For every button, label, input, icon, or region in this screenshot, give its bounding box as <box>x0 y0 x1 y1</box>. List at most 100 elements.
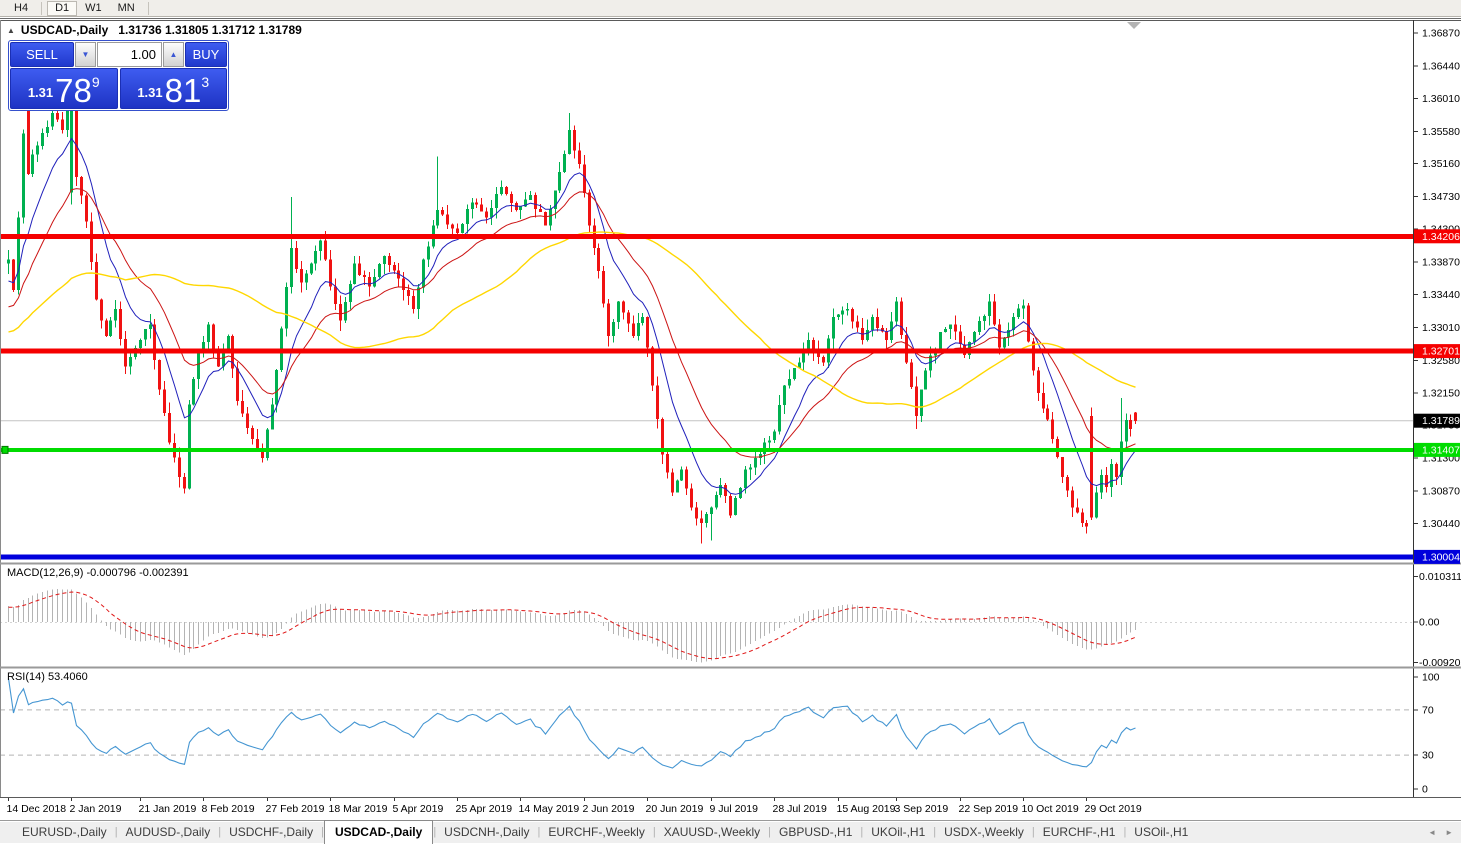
level-drag-marker[interactable] <box>1 445 9 454</box>
macd-indicator-label: MACD(12,26,9) -0.000796 -0.002391 <box>7 567 189 579</box>
level-price-badge-text: 1.34206 <box>1422 231 1460 243</box>
price-tick-label: 1.30870 <box>1422 485 1460 497</box>
tab-eurusd-daily[interactable]: EURUSD-,Daily <box>22 825 107 839</box>
level-price-badge-text: 1.30004 <box>1422 551 1460 563</box>
tab-separator: | <box>860 826 864 838</box>
tab-separator: | <box>652 826 656 838</box>
rsi-axis-label: 30 <box>1422 750 1434 762</box>
horizontal-level-line-1.30004[interactable] <box>0 554 1413 560</box>
ma-line-ema10 <box>8 137 1136 495</box>
date-label: 29 Oct 2019 <box>1085 803 1142 815</box>
volume-step-down-button[interactable]: ▼ <box>75 42 96 67</box>
tab-separator: | <box>537 826 541 838</box>
sell-button[interactable]: SELL <box>10 42 74 67</box>
date-label: 27 Feb 2019 <box>266 803 325 815</box>
toolbar-separator <box>41 1 43 15</box>
tab-separator: | <box>321 826 324 838</box>
horizontal-level-line-1.32701[interactable] <box>0 348 1413 354</box>
tab-separator: | <box>433 826 437 838</box>
tab-separator: | <box>768 826 772 838</box>
price-tick-label: 1.35580 <box>1422 126 1460 138</box>
tab-usdx-weekly[interactable]: USDX-,Weekly <box>944 825 1024 839</box>
ma-line-sma55 <box>8 231 1136 408</box>
rsi-indicator-label: RSI(14) 53.4060 <box>7 671 88 683</box>
horizontal-level-line-1.34206[interactable] <box>0 233 1413 239</box>
rsi-line <box>7 678 1136 769</box>
rsi-axis-label: 70 <box>1422 704 1434 716</box>
tab-scroll-left-icon[interactable]: ◄ <box>1428 828 1437 837</box>
date-label: 3 Sep 2019 <box>895 803 949 815</box>
rsi-axis-label: 0 <box>1422 784 1428 796</box>
timeframe-button-mn[interactable]: MN <box>110 1 143 16</box>
tab-separator: | <box>114 826 118 838</box>
price-axis[interactable]: 1.36870 1.36440 1.36010 1.35580 1.35160 1.347… <box>1413 28 1461 796</box>
buy-price-button[interactable]: 1.31 81 3 <box>119 68 227 109</box>
sell-price-button[interactable]: 1.31 78 9 <box>10 68 118 109</box>
price-tick-label: 1.32150 <box>1422 388 1460 400</box>
price-tick-label: 1.36440 <box>1422 60 1460 72</box>
price-tick-label: 1.36870 <box>1422 28 1460 40</box>
date-label: 25 Apr 2019 <box>456 803 513 815</box>
tab-usdcad-daily[interactable]: USDCAD-,Daily <box>323 820 434 844</box>
date-label: 10 Oct 2019 <box>1022 803 1079 815</box>
ma-line-ema22 <box>8 188 1136 458</box>
current-price-badge <box>1414 413 1460 428</box>
tab-scroll-right-icon[interactable]: ► <box>1445 828 1453 837</box>
macd-axis-label: 0.010311 <box>1419 571 1461 583</box>
price-tick-label: 1.33440 <box>1422 289 1460 301</box>
tab-separator: | <box>1123 826 1127 838</box>
price-tick-label: 1.33870 <box>1422 256 1460 268</box>
tab-ukoil-h1[interactable]: UKOil-,H1 <box>871 825 926 839</box>
tab-separator: | <box>933 826 937 838</box>
candles-layer <box>7 87 1137 544</box>
date-label: 18 Mar 2019 <box>329 803 388 815</box>
tab-eurchf-weekly[interactable]: EURCHF-,Weekly <box>548 825 645 839</box>
date-label: 2 Jan 2019 <box>70 803 122 815</box>
tab-xauusd-weekly[interactable]: XAUUSD-,Weekly <box>663 825 761 839</box>
date-label: 14 May 2019 <box>519 803 580 815</box>
tab-gbpusd-h1[interactable]: GBPUSD-,H1 <box>779 825 853 839</box>
macd-histogram <box>8 589 1136 663</box>
date-axis[interactable]: 14 Dec 2018 2 Jan 2019 21 Jan 2019 8 Feb 20… <box>7 798 1142 815</box>
timeframe-button-h4[interactable]: H4 <box>6 1 36 16</box>
tab-scroll-arrows: ◄ ► <box>1428 828 1453 837</box>
symbol-period-label: USDCAD-,Daily <box>20 23 109 37</box>
chart-scroll-indicator-icon[interactable] <box>1127 22 1141 29</box>
date-label: 20 Jun 2019 <box>646 803 704 815</box>
level-price-badge <box>1414 549 1460 564</box>
toolbar-separator <box>147 1 149 15</box>
price-tick-label: 1.34730 <box>1422 191 1460 203</box>
volume-step-up-button[interactable]: ▲ <box>163 42 184 67</box>
buy-button[interactable]: BUY <box>185 42 227 67</box>
price-tick-label: 1.35160 <box>1422 158 1460 170</box>
date-label: 9 Jul 2019 <box>710 803 759 815</box>
price-tick-label: 1.30440 <box>1422 518 1460 530</box>
chart-title: ▲ USDCAD-,Daily 1.31736 1.31805 1.31712 … <box>7 23 302 37</box>
horizontal-level-line-1.31407[interactable] <box>0 447 1413 452</box>
tab-usdcnh-daily[interactable]: USDCNH-,Daily <box>444 825 530 839</box>
date-label: 5 Apr 2019 <box>393 803 444 815</box>
volume-input[interactable]: 1.00 <box>97 42 162 67</box>
collapse-up-icon[interactable]: ▲ <box>7 25 15 35</box>
date-label: 15 Aug 2019 <box>837 803 896 815</box>
level-price-badge <box>1414 344 1460 359</box>
tab-audusd-daily[interactable]: AUDUSD-,Daily <box>125 825 211 839</box>
date-label: 2 Jun 2019 <box>583 803 635 815</box>
tab-usdchf-daily[interactable]: USDCHF-,Daily <box>229 825 314 839</box>
current-price-badge-text: 1.31789 <box>1422 415 1460 427</box>
level-price-badge-text: 1.32701 <box>1422 346 1460 358</box>
date-label: 14 Dec 2018 <box>7 803 67 815</box>
timeframe-button-w1[interactable]: W1 <box>77 1 110 16</box>
tab-separator: | <box>1031 826 1035 838</box>
date-label: 21 Jan 2019 <box>139 803 197 815</box>
sell-price-main: 78 <box>55 71 92 109</box>
timeframe-button-d1[interactable]: D1 <box>47 0 78 16</box>
date-label: 8 Feb 2019 <box>202 803 255 815</box>
tab-eurchf-h1[interactable]: EURCHF-,H1 <box>1042 825 1116 839</box>
level-price-badge-text: 1.31407 <box>1422 444 1460 456</box>
tab-usoil-h1[interactable]: USOil-,H1 <box>1134 825 1189 839</box>
rsi-axis-label: 100 <box>1422 672 1440 684</box>
sell-price-prefix: 1.31 <box>27 85 54 100</box>
buy-price-pip: 3 <box>201 74 210 90</box>
